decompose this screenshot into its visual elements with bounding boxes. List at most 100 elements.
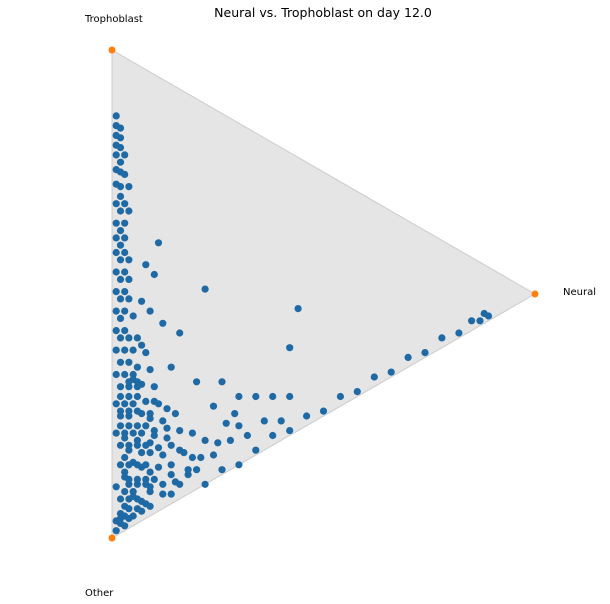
data-point (112, 288, 120, 296)
data-point (112, 248, 120, 257)
data-point (142, 397, 150, 405)
data-point (235, 422, 243, 430)
data-point (146, 439, 154, 447)
data-point (116, 241, 125, 249)
data-point (116, 144, 125, 152)
data-point (243, 431, 251, 440)
data-point (133, 495, 141, 503)
data-point (125, 505, 133, 513)
data-point (146, 449, 154, 457)
data-point (116, 295, 125, 303)
data-point (231, 410, 239, 418)
data-point (121, 200, 129, 208)
data-point (116, 207, 125, 215)
data-point (150, 427, 158, 435)
data-point (193, 466, 201, 474)
data-point (116, 407, 125, 415)
data-point (303, 412, 311, 420)
data-point (138, 507, 146, 515)
data-point (235, 461, 243, 469)
data-point (112, 346, 120, 354)
data-point (116, 192, 125, 200)
data-point (133, 363, 141, 371)
data-point (150, 383, 158, 391)
data-point (121, 473, 129, 481)
data-point (129, 400, 137, 408)
data-point (116, 509, 125, 518)
data-point (188, 429, 196, 437)
data-point (133, 461, 141, 469)
ternary-triangle (111, 49, 537, 539)
data-point (112, 307, 120, 315)
data-point (167, 441, 175, 449)
data-point (468, 317, 476, 325)
data-point (112, 483, 120, 491)
data-point (133, 407, 141, 415)
data-point (121, 400, 129, 408)
data-point (286, 344, 294, 352)
data-point (129, 488, 137, 496)
data-points (112, 112, 493, 535)
data-point (133, 392, 141, 401)
data-point (150, 475, 158, 483)
data-point (116, 256, 125, 264)
data-point (125, 256, 133, 264)
data-point (121, 488, 129, 496)
data-point (146, 307, 154, 315)
data-point (180, 449, 188, 457)
data-point (163, 405, 171, 413)
data-point (112, 219, 120, 227)
data-point (116, 383, 125, 391)
data-point (167, 461, 175, 469)
data-point (146, 468, 154, 476)
data-point (222, 419, 230, 427)
data-point (129, 312, 137, 320)
data-point (159, 319, 167, 327)
data-point (197, 453, 205, 462)
data-point (121, 219, 129, 227)
data-point (133, 441, 141, 449)
data-point (142, 480, 150, 488)
data-point (116, 134, 125, 142)
data-point (387, 368, 395, 376)
data-point (188, 453, 196, 462)
data-point (176, 480, 184, 488)
data-point (125, 422, 133, 430)
data-point (167, 490, 175, 498)
vertex-label-neural: Neural (563, 287, 596, 298)
data-point (121, 307, 129, 315)
data-point (159, 417, 167, 425)
data-point (125, 275, 133, 283)
data-point (125, 334, 133, 342)
data-point (121, 234, 129, 242)
data-point (112, 200, 120, 208)
data-point (125, 461, 133, 469)
data-point (201, 436, 209, 444)
data-point (226, 436, 234, 444)
data-point (112, 400, 120, 408)
data-point (133, 422, 141, 430)
data-point (125, 183, 133, 191)
data-point (116, 183, 125, 191)
data-point (193, 378, 201, 386)
data-point (121, 522, 129, 530)
data-point (112, 112, 120, 120)
data-point (163, 424, 171, 432)
data-point (121, 151, 129, 159)
data-point (438, 334, 446, 342)
data-point (121, 268, 129, 276)
data-point (150, 270, 158, 279)
data-point (209, 402, 218, 410)
data-point (277, 417, 285, 425)
data-point (125, 207, 133, 215)
data-point (476, 317, 484, 325)
data-point (260, 417, 268, 425)
data-point (121, 370, 129, 379)
data-point (201, 285, 209, 293)
data-point (201, 480, 209, 488)
data-point (159, 451, 167, 459)
data-point (252, 446, 260, 454)
data-point (142, 349, 150, 357)
data-point (116, 495, 125, 503)
data-point (142, 422, 150, 430)
